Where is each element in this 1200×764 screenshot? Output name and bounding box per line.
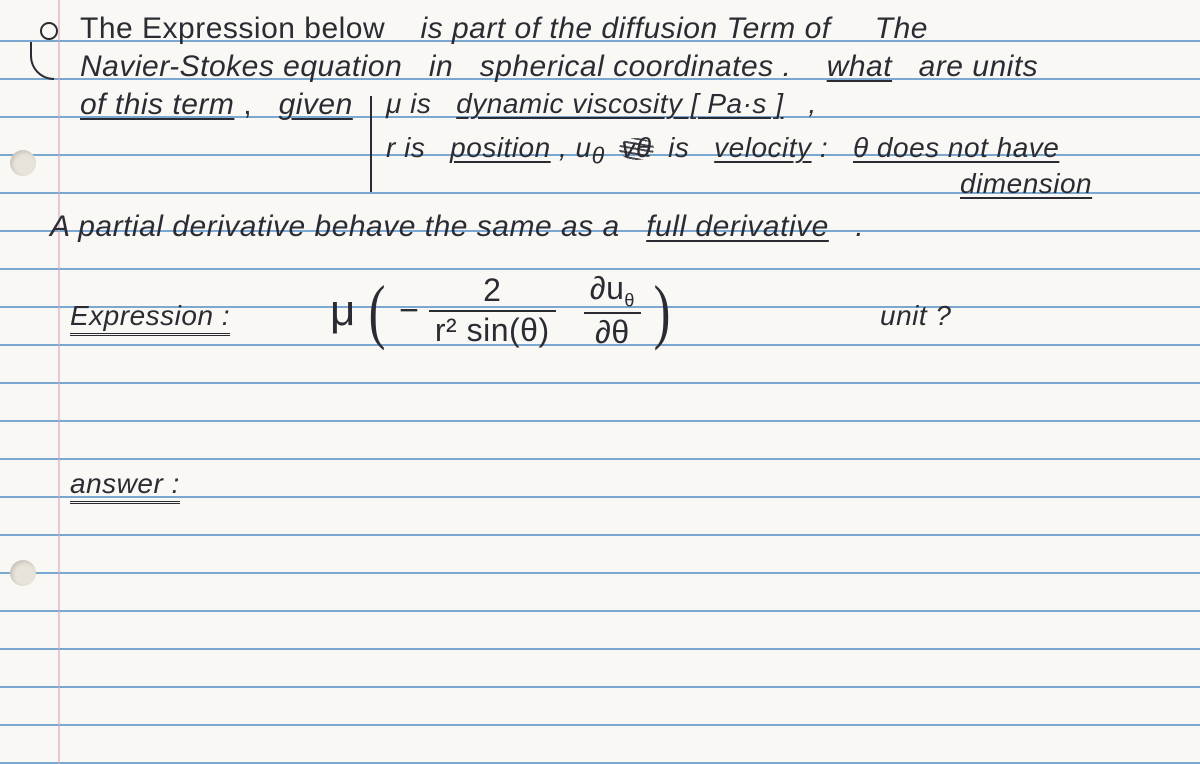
txt: Navier-Stokes equation bbox=[80, 50, 402, 83]
numerator: 2 bbox=[429, 274, 556, 312]
case-bracket bbox=[370, 96, 372, 192]
bullet-marker bbox=[40, 22, 58, 40]
txt-underlined: dynamic viscosity [ Pa·s ] bbox=[456, 88, 783, 119]
comma: , bbox=[808, 88, 816, 119]
expression-formula: μ ( − 2 r² sin(θ) ∂uθ ∂θ ) bbox=[330, 272, 675, 350]
fraction-2: ∂uθ ∂θ bbox=[584, 272, 641, 350]
txt: in bbox=[429, 50, 453, 83]
txt: μ is bbox=[386, 88, 431, 119]
txt-underlined: of this term bbox=[80, 88, 234, 121]
label: Expression : bbox=[70, 300, 230, 336]
txt: spherical coordinates . bbox=[480, 50, 792, 83]
line-1: The Expression below is part of the diff… bbox=[80, 12, 928, 46]
txt: The bbox=[875, 12, 928, 45]
txt: , u bbox=[559, 132, 592, 163]
numerator: ∂uθ bbox=[584, 272, 641, 314]
line-3b: μ is dynamic viscosity [ Pa·s ] , bbox=[386, 88, 817, 120]
scratched-out: vθ bbox=[621, 132, 651, 164]
txt: are units bbox=[919, 50, 1039, 83]
period: . bbox=[855, 210, 864, 243]
line-5: dimension bbox=[960, 168, 1092, 200]
txt: A partial derivative behave the same as … bbox=[50, 210, 620, 243]
txt: is part of the diffusion Term of bbox=[421, 12, 831, 45]
subscript: θ bbox=[592, 143, 605, 169]
denominator: ∂θ bbox=[584, 314, 641, 350]
paren-right: ) bbox=[654, 279, 671, 343]
line-4: r is position , uθ vθ is velocity : θ do… bbox=[386, 132, 1059, 170]
answer-label: answer : bbox=[70, 468, 180, 500]
unit-question: unit ? bbox=[880, 300, 952, 332]
colon: : bbox=[820, 132, 828, 163]
txt-underlined: full derivative bbox=[646, 210, 829, 243]
denominator: r² sin(θ) bbox=[429, 312, 556, 348]
txt: is bbox=[668, 132, 689, 163]
line-6: A partial derivative behave the same as … bbox=[50, 210, 864, 244]
line-2: Navier-Stokes equation in spherical coor… bbox=[80, 50, 1038, 84]
txt: r is bbox=[386, 132, 425, 163]
comma: , bbox=[243, 88, 252, 121]
paren-left: ( bbox=[369, 279, 386, 343]
fraction-1: 2 r² sin(θ) bbox=[429, 274, 556, 347]
expression-label: Expression : bbox=[70, 300, 230, 332]
label: answer : bbox=[70, 468, 180, 504]
line-3: of this term , given bbox=[80, 88, 353, 122]
txt-underlined: θ does not have bbox=[853, 132, 1059, 163]
txt: The Expression below bbox=[80, 12, 385, 45]
minus: − bbox=[399, 291, 419, 329]
txt-underlined: position bbox=[450, 132, 551, 163]
txt-underlined: velocity bbox=[714, 132, 811, 163]
txt-underlined: what bbox=[827, 50, 892, 83]
mu-symbol: μ bbox=[330, 286, 356, 335]
txt-underlined: given bbox=[279, 88, 353, 121]
